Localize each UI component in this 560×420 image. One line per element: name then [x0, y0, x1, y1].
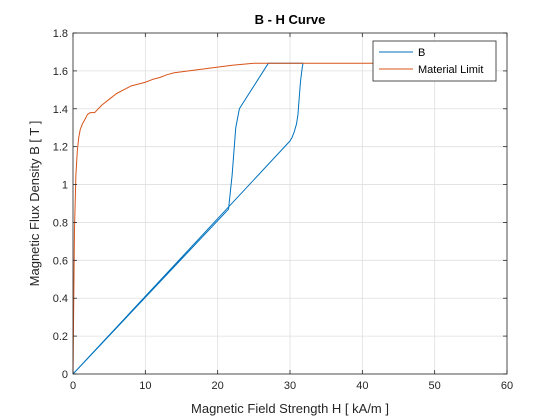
y-tick-label: 0.6 [53, 255, 68, 267]
x-tick-label: 60 [501, 380, 513, 392]
legend-box [372, 40, 497, 82]
y-tick-label: 0.8 [53, 217, 68, 229]
series-line-material-limit [72, 62, 493, 375]
x-tick-label: 30 [284, 380, 296, 392]
x-axis-label: Magnetic Field Strength H [ kA/m ] [191, 401, 389, 416]
x-tick-label: 10 [139, 380, 151, 392]
y-tick-label: 0.2 [53, 331, 68, 343]
y-tick-label: 0 [62, 369, 68, 381]
x-tick-label: 40 [356, 380, 368, 392]
legend: B Material Limit [372, 40, 497, 82]
y-tick-label: 1.4 [53, 104, 68, 116]
series-layer [72, 62, 493, 375]
x-tick-label: 0 [70, 380, 76, 392]
x-tick-label: 20 [212, 380, 224, 392]
y-axis-label: Magnetic Flux Density B [ T ] [27, 121, 42, 287]
y-tick-label: 0.4 [53, 293, 68, 305]
x-tick-label: 50 [429, 380, 441, 392]
series-line-b [72, 62, 304, 375]
y-tick-label: 1.8 [53, 28, 68, 40]
axis-ticks: 0 10 20 30 40 50 60 0 0.2 0.4 0.6 0.8 1 1.2 1.4 1.6 1.8 [53, 28, 513, 392]
legend-entry-b: B [418, 47, 425, 59]
chart-title: B - H Curve [255, 12, 326, 27]
legend-entry-material-limit: Material Limit [418, 64, 483, 76]
y-tick-label: 1.2 [53, 142, 68, 154]
y-tick-label: 1 [62, 180, 68, 192]
y-tick-label: 1.6 [53, 66, 68, 78]
